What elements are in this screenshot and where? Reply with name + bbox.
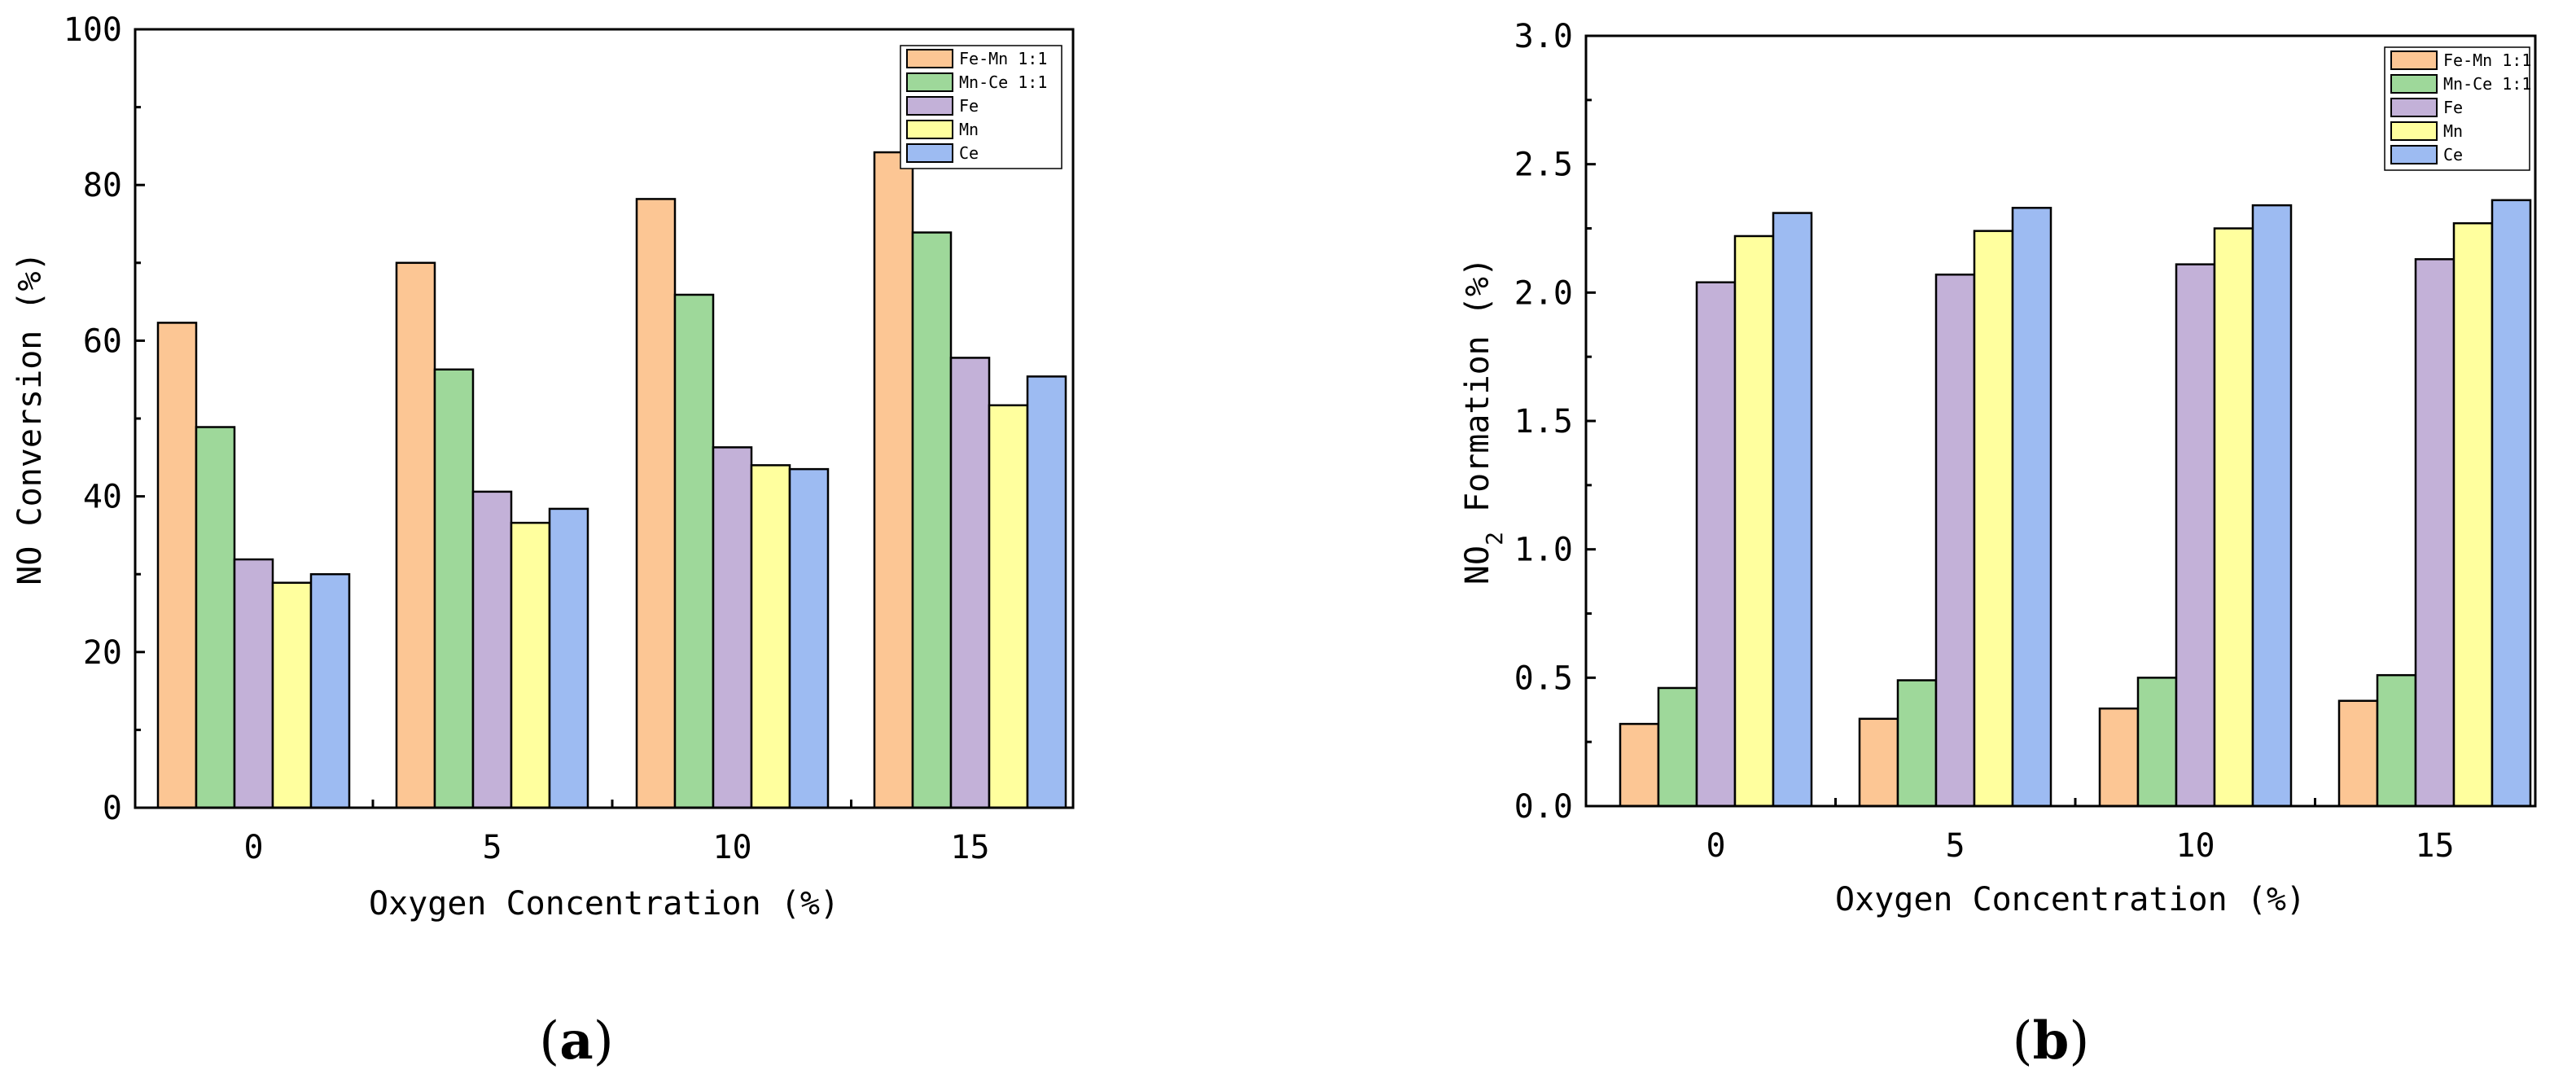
x-tick-label: 5 bbox=[482, 829, 502, 866]
legend: Fe-Mn 1:1 Mn-Ce 1:1 Fe Mn Ce bbox=[900, 45, 1062, 169]
legend-label: Mn bbox=[2443, 121, 2463, 141]
x-tick-label: 10 bbox=[2175, 827, 2215, 865]
bar-fe-10 bbox=[712, 446, 753, 809]
bar-mn-ce-1-1-0 bbox=[195, 426, 236, 809]
bar-ce-5 bbox=[2011, 207, 2052, 808]
legend-swatch bbox=[2390, 74, 2438, 94]
bar-mn-ce-1-1-15 bbox=[2376, 673, 2417, 808]
bar-fe-mn-1-1-0 bbox=[1619, 722, 1660, 808]
legend-label: Fe bbox=[2443, 98, 2463, 117]
y-tick-label: 2.0 bbox=[1514, 274, 1573, 312]
bar-ce-10 bbox=[788, 467, 830, 809]
bar-mn-ce-1-1-15 bbox=[911, 231, 953, 809]
legend-swatch bbox=[906, 49, 953, 68]
bar-mn-15 bbox=[2452, 221, 2494, 808]
y-tick-label: 20 bbox=[83, 634, 122, 672]
bar-mn-15 bbox=[988, 404, 1029, 809]
bar-mn-10 bbox=[2213, 227, 2254, 808]
bar-fe-0 bbox=[233, 558, 274, 809]
legend-label: Ce bbox=[959, 143, 979, 163]
bar-fe-5 bbox=[471, 490, 513, 809]
x-axis-title: Oxygen Concentration (%) bbox=[1835, 881, 2306, 918]
x-tick-label: 0 bbox=[243, 829, 263, 866]
y-axis-title: NO2 Formation (%) bbox=[1459, 257, 1508, 585]
x-axis-title: Oxygen Concentration (%) bbox=[369, 885, 839, 923]
bar-fe-10 bbox=[2175, 263, 2216, 808]
bar-fe-15 bbox=[949, 357, 991, 809]
legend-label: Ce bbox=[2443, 145, 2463, 164]
y-tick-label: 0.0 bbox=[1514, 788, 1573, 826]
legend-swatch bbox=[906, 120, 953, 139]
x-tick-label: 0 bbox=[1706, 827, 1725, 865]
y-tick-label: 60 bbox=[83, 322, 122, 360]
bar-mn-ce-1-1-0 bbox=[1657, 686, 1698, 808]
chart-panel-b: 0.0 0.5 1.0 1.5 2.0 2.5 3.0 0 5 10 15 Oxygen Concen… bbox=[1459, 18, 2537, 1072]
bar-mn-ce-1-1-10 bbox=[673, 293, 715, 809]
y-axis-title: NO Conversion (%) bbox=[11, 252, 49, 585]
legend-swatch bbox=[906, 96, 953, 116]
bar-ce-15 bbox=[2491, 199, 2532, 808]
bar-mn-0 bbox=[1733, 234, 1775, 808]
legend-swatch bbox=[2390, 50, 2438, 70]
legend-label: Fe bbox=[959, 96, 979, 116]
bar-fe-15 bbox=[2414, 258, 2456, 808]
legend-label: Mn bbox=[959, 120, 979, 139]
panel-label: (b) bbox=[2013, 1010, 2090, 1072]
bar-fe-mn-1-1-5 bbox=[1858, 717, 1899, 808]
legend-swatch bbox=[906, 72, 953, 92]
bar-ce-15 bbox=[1026, 375, 1067, 809]
bar-ce-0 bbox=[1772, 212, 1813, 808]
bar-ce-0 bbox=[309, 572, 351, 809]
bar-fe-mn-1-1-10 bbox=[635, 198, 677, 809]
x-tick-label: 5 bbox=[1945, 827, 1965, 865]
y-tick-label: 0.5 bbox=[1514, 660, 1573, 697]
bar-mn-ce-1-1-5 bbox=[1896, 679, 1938, 808]
y-tick-label: 0 bbox=[103, 790, 122, 827]
x-tick-label: 10 bbox=[712, 829, 751, 866]
bar-mn-ce-1-1-10 bbox=[2136, 677, 2178, 808]
bar-mn-5 bbox=[1973, 230, 2014, 808]
legend: Fe-Mn 1:1 Mn-Ce 1:1 Fe Mn Ce bbox=[2384, 46, 2531, 171]
y-tick-label: 40 bbox=[83, 479, 122, 516]
x-tick-label: 15 bbox=[950, 829, 989, 866]
bar-fe-mn-1-1-0 bbox=[156, 322, 198, 809]
bar-mn-10 bbox=[750, 464, 791, 809]
y-tick-label: 1.5 bbox=[1514, 403, 1573, 440]
y-tick-label: 100 bbox=[64, 11, 122, 49]
legend-swatch bbox=[906, 143, 953, 163]
bar-fe-mn-1-1-15 bbox=[873, 151, 914, 809]
bar-mn-ce-1-1-5 bbox=[433, 368, 475, 809]
bar-fe-mn-1-1-5 bbox=[395, 261, 436, 809]
legend-swatch bbox=[2390, 98, 2438, 117]
chart-panel-a: 0 20 40 60 80 100 0 5 10 15 Oxygen Concentration (… bbox=[11, 11, 1075, 1072]
bar-mn-5 bbox=[510, 521, 551, 809]
bar-fe-mn-1-1-15 bbox=[2337, 699, 2379, 808]
bar-ce-5 bbox=[548, 507, 589, 809]
y-tick-label: 2.5 bbox=[1514, 147, 1573, 184]
legend-swatch bbox=[2390, 121, 2438, 141]
bar-fe-mn-1-1-10 bbox=[2098, 707, 2140, 808]
bar-ce-10 bbox=[2251, 204, 2293, 808]
legend-label: Fe-Mn 1:1 bbox=[959, 49, 1047, 68]
x-tick-label: 15 bbox=[2415, 827, 2454, 865]
legend-label: Fe-Mn 1:1 bbox=[2443, 50, 2531, 70]
legend-label: Mn-Ce 1:1 bbox=[2443, 74, 2531, 94]
panel-label: (a) bbox=[539, 1010, 613, 1072]
y-tick-label: 80 bbox=[83, 167, 122, 204]
bar-fe-5 bbox=[1934, 274, 1976, 808]
bar-mn-0 bbox=[271, 581, 313, 809]
bar-fe-0 bbox=[1695, 281, 1737, 808]
legend-swatch bbox=[2390, 145, 2438, 164]
y-tick-label: 1.0 bbox=[1514, 532, 1573, 569]
legend-label: Mn-Ce 1:1 bbox=[959, 72, 1047, 92]
y-tick-label: 3.0 bbox=[1514, 18, 1573, 55]
